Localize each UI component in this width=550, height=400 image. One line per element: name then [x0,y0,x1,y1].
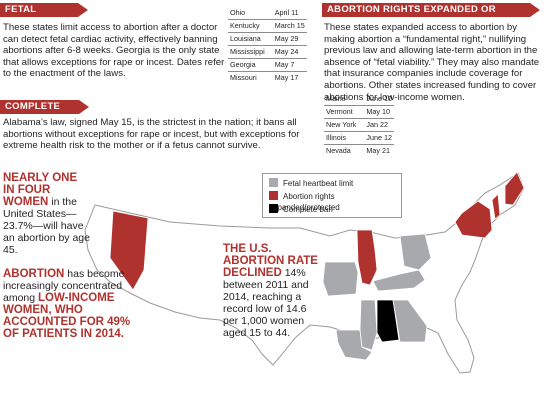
state-georgia [392,299,428,343]
state-missouri [322,261,359,297]
rights-expanded-table: Maine June 10 Vermont May 10 New York Jan 22 I… [324,92,394,157]
expanded-table-state: Nevada [326,146,351,156]
stat-concentrated-text: has become increasingly concentrated amo… [3,268,125,304]
legend-swatch-heartbeat [269,178,278,187]
state-alabama [376,299,400,343]
expanded-table-state: New York [324,118,359,132]
stat-one-in-four: NEARLY ONE IN FOUR WOMEN in the United S… [3,172,91,256]
rights-expanded-heading: ABORTION RIGHTS EXPANDED OR PROTECTED [322,3,540,29]
legend-swatch-expanded [269,191,278,200]
state-illinois [356,229,378,286]
stat-rate-declined-highlight: THE U.S. ABORTION RATE DECLINED [223,243,318,279]
legend-item-ban: Complete ban [269,204,333,215]
heartbeat-table-state: Mississippi [228,45,267,59]
stat-rate-declined: THE U.S. ABORTION RATE DECLINED 14% betw… [223,243,321,339]
expanded-table-row: Illinois June 12 [324,131,394,145]
expanded-table-date: June 12 [358,131,394,145]
expanded-table-row: Maine June 10 [324,92,394,106]
expanded-table-row: Nevada May 21 [324,144,394,157]
stat-concentrated-highlight-2: LOW-INCOME WOMEN, WHO ACCOUNTED FOR 49% … [3,292,131,340]
expanded-table-row: Vermont May 10 [324,105,394,119]
state-ohio [399,233,432,271]
legend-item-heartbeat: Fetal heartbeat limit [269,178,353,189]
heartbeat-table-row: Mississippi May 24 [228,45,307,59]
expanded-table-date: May 21 [366,146,390,156]
expanded-table-state: Maine [324,92,359,106]
stat-concentrated: ABORTION has become increasingly concent… [3,268,131,340]
stat-one-in-four-text: in the United States— 23.7%—will have an… [3,196,90,256]
stat-one-in-four-highlight: NEARLY ONE IN FOUR WOMEN [3,172,78,208]
fetal-heartbeat-heading: FETAL HEARTBEAT [0,3,88,29]
heartbeat-table-state: Kentucky [228,19,267,33]
complete-ban-text: Alabama’s law, signed May 15, is the str… [3,117,300,152]
legend-label-heartbeat: Fetal heartbeat limit [283,179,354,188]
heartbeat-table-state: Georgia [228,58,267,72]
heartbeat-table-state: Missouri [230,73,257,83]
expanded-table-row: New York Jan 22 [324,118,394,132]
complete-ban-heading: COMPLETE BAN [0,100,89,126]
stat-rate-declined-text: 14% between 2011 and 2014, reaching a re… [223,267,309,339]
heartbeat-table-date: April 11 [266,6,307,20]
expanded-table-state: Illinois [324,131,359,145]
heartbeat-table-date: May 29 [266,32,307,46]
fetal-heartbeat-text: These states limit access to abortion af… [3,22,225,80]
state-kentucky [372,269,426,292]
heartbeat-table-state: Ohio [228,6,267,20]
expanded-table-state: Vermont [324,105,359,119]
heartbeat-table-row: Kentucky March 15 [228,19,307,33]
map-legend: Fetal heartbeat limit Abortion rights ex… [262,173,402,218]
expanded-table-date: May 10 [358,105,394,119]
state-new-york [454,200,493,239]
heartbeat-table-date: May 7 [266,58,307,72]
state-nevada [109,210,149,291]
heartbeat-table-date: May 17 [274,73,299,83]
heartbeat-table-row: Georgia May 7 [228,58,307,72]
legend-item-expanded: Abortion rights expanded/protected [269,191,401,212]
heartbeat-table-date: May 24 [266,45,307,59]
legend-label-ban: Complete ban [283,205,333,214]
stat-concentrated-highlight-1: ABORTION [3,268,65,280]
heartbeat-table-row: Louisiana May 29 [228,32,307,46]
expanded-table-date: June 10 [358,92,394,106]
heartbeat-table-row: Missouri May 17 [228,71,307,84]
state-maine [504,171,525,206]
heartbeat-table-state: Louisiana [228,32,267,46]
heartbeat-table-row: Ohio April 11 [228,6,307,20]
rights-expanded-text: These states expanded access to abortion… [324,22,540,103]
fetal-heartbeat-table: Ohio April 11 Kentucky March 15 Louisiana May… [228,6,307,84]
state-vermont [491,193,501,220]
state-mississippi [359,299,378,351]
legend-swatch-ban [269,204,278,213]
legend-label-expanded: Abortion rights expanded/protected [269,192,340,212]
expanded-table-date: Jan 22 [358,118,394,132]
heartbeat-table-date: March 15 [266,19,307,33]
